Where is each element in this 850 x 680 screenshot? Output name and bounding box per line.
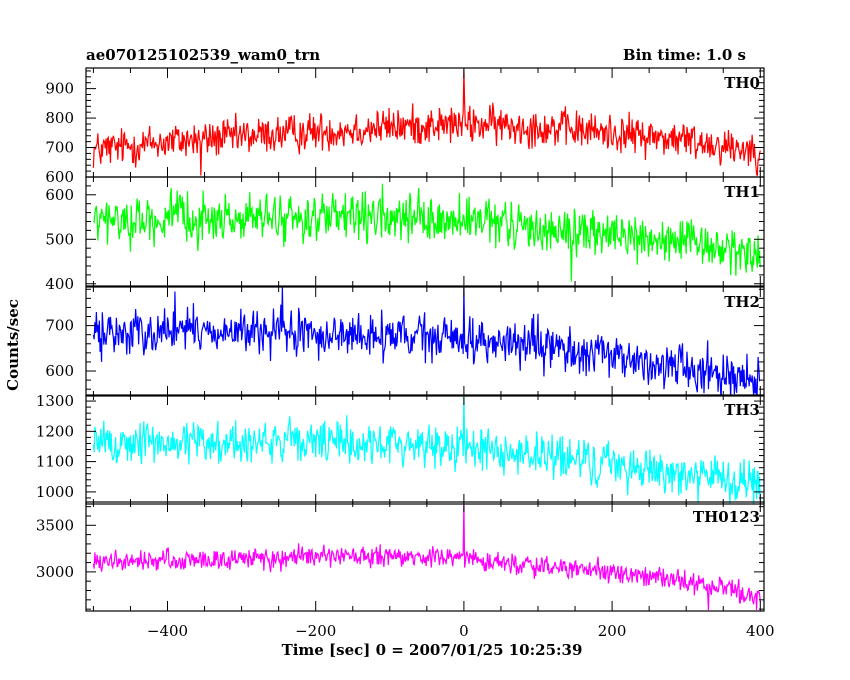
x-axis-title: Time [sec] 0 = 2007/01/25 10:25:39 bbox=[282, 641, 583, 659]
panel-frame bbox=[85, 286, 765, 397]
panel-frame bbox=[85, 501, 765, 612]
x-tick-label: 0 bbox=[459, 622, 469, 640]
y-tick-label: 700 bbox=[45, 317, 74, 335]
series-line-th0 bbox=[92, 69, 761, 176]
y-tick-label: 700 bbox=[45, 139, 74, 157]
panels-group: 600 700 800 900 TH0 400 500 600 TH1 600 700 TH2 1000… bbox=[36, 67, 765, 612]
panel-th3: 1000 1100 1200 1300 TH3 bbox=[36, 392, 765, 505]
bin-time-label: Bin time: 1.0 s bbox=[623, 46, 746, 64]
y-tick-label: 600 bbox=[45, 362, 74, 380]
series-line-th1 bbox=[92, 183, 761, 282]
panel-frame bbox=[85, 67, 765, 178]
y-tick-label: 1000 bbox=[36, 483, 74, 501]
series-line-th3 bbox=[92, 395, 761, 504]
y-tick-label: 3000 bbox=[36, 563, 74, 581]
y-tick-label: 600 bbox=[45, 168, 74, 186]
panel-label-th2: TH2 bbox=[724, 293, 760, 311]
x-tick-label: −200 bbox=[295, 622, 336, 640]
panel-frame bbox=[85, 394, 765, 505]
x-tick-label: −400 bbox=[147, 622, 188, 640]
x-tick-label: 400 bbox=[746, 622, 775, 640]
y-tick-label: 600 bbox=[45, 186, 74, 204]
y-tick-label: 800 bbox=[45, 109, 74, 127]
y-tick-label: 1100 bbox=[36, 453, 74, 471]
panel-frame bbox=[85, 176, 765, 287]
panel-th1: 400 500 600 TH1 bbox=[45, 176, 765, 293]
panel-th2: 600 700 TH2 bbox=[45, 286, 765, 397]
y-tick-label: 400 bbox=[45, 275, 74, 293]
y-tick-label: 900 bbox=[45, 80, 74, 98]
y-axis-title: Counts/sec bbox=[4, 299, 22, 391]
x-tick-label: 200 bbox=[598, 622, 627, 640]
plot-title: ae070125102539_wam0_trn bbox=[86, 46, 320, 64]
panel-th0123: 3000 3500 TH0123 bbox=[36, 501, 765, 612]
panel-label-th3: TH3 bbox=[724, 401, 760, 419]
series-line-th2 bbox=[92, 287, 761, 396]
y-tick-label: 3500 bbox=[36, 516, 74, 534]
panel-th0: 600 700 800 900 TH0 bbox=[45, 67, 765, 186]
y-tick-label: 500 bbox=[45, 230, 74, 248]
panel-label-th0123: TH0123 bbox=[693, 508, 760, 526]
y-tick-label: 1200 bbox=[36, 422, 74, 440]
y-tick-label: 1300 bbox=[36, 392, 74, 410]
series-line-th0123 bbox=[92, 502, 761, 611]
panel-label-th1: TH1 bbox=[724, 183, 760, 201]
x-axis-ticks: −400 −200 0 200 400 bbox=[147, 622, 775, 640]
panel-label-th0: TH0 bbox=[724, 74, 760, 92]
